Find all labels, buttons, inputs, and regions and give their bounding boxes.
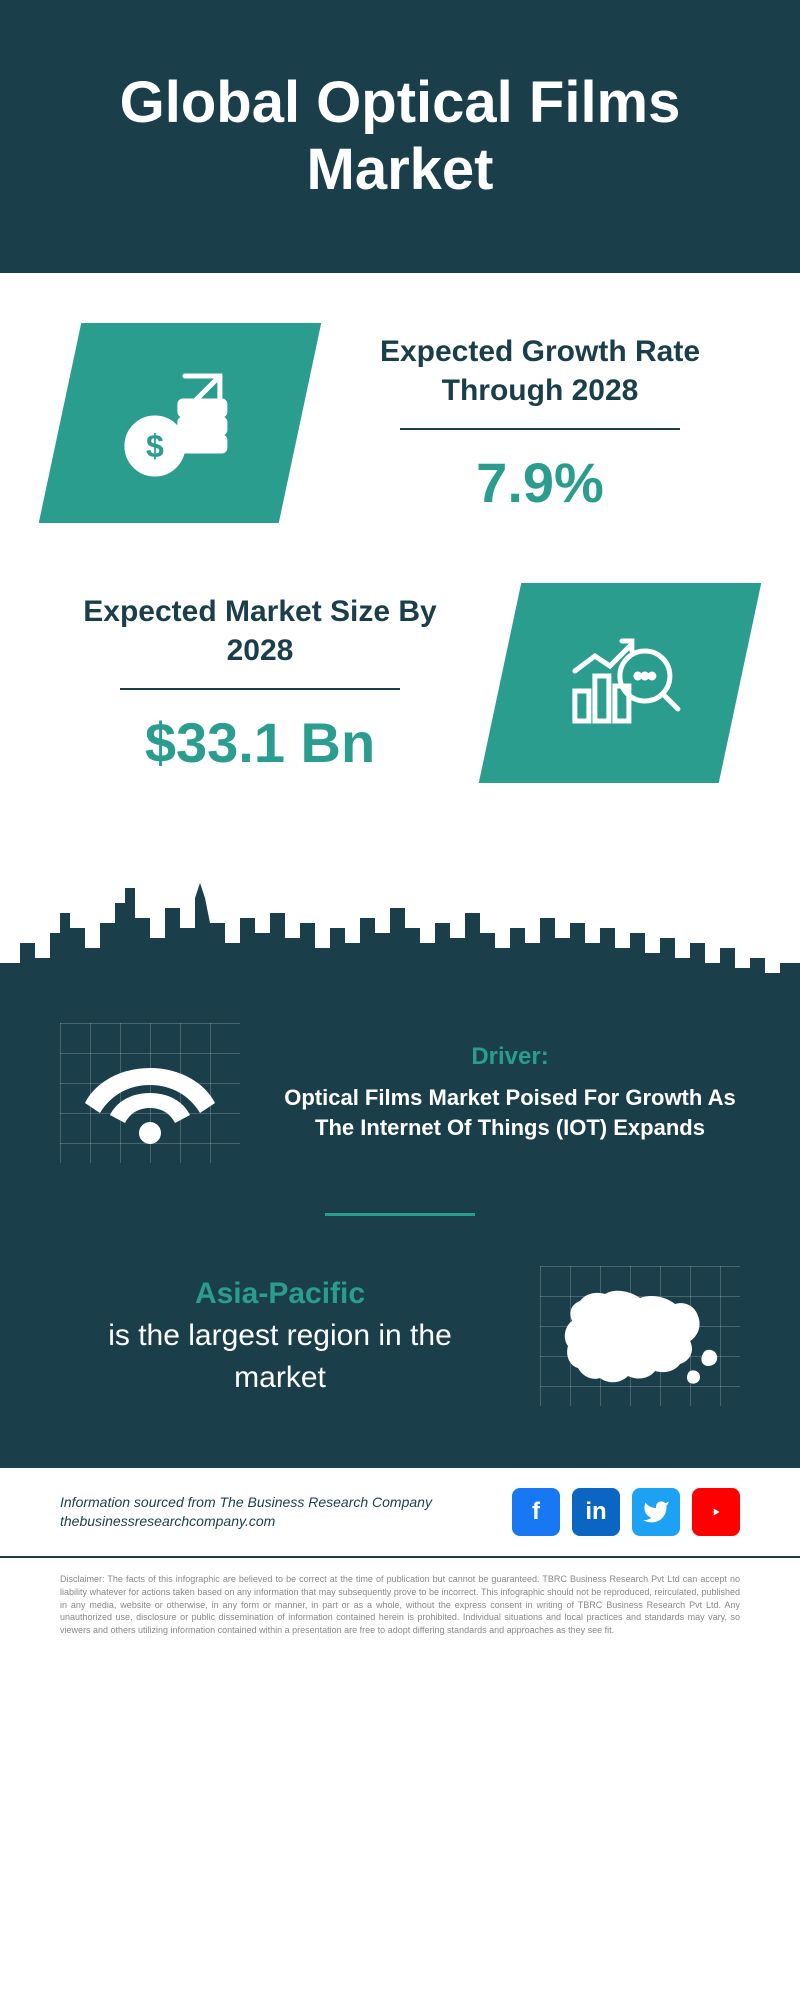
asia-map-icon <box>540 1266 740 1406</box>
market-size-text: Expected Market Size By 2028 $33.1 Bn <box>60 592 460 775</box>
source-line2: thebusinessresearchcompany.com <box>60 1513 275 1529</box>
money-growth-icon: $ <box>110 351 250 496</box>
growth-rate-text: Expected Growth Rate Through 2028 7.9% <box>340 332 740 515</box>
footer-bar: Information sourced from The Business Re… <box>0 1466 800 1558</box>
source-text: Information sourced from The Business Re… <box>60 1493 432 1532</box>
divider <box>120 688 400 690</box>
wifi-icon <box>60 1023 240 1163</box>
driver-label: Driver: <box>280 1043 740 1071</box>
growth-rate-label: Expected Growth Rate Through 2028 <box>340 332 740 410</box>
stats-section: $ Expected Growth Rate Through 2028 7.9% <box>0 273 800 873</box>
linkedin-icon[interactable]: in <box>572 1488 620 1536</box>
market-icon-box <box>479 583 762 783</box>
driver-text-block: Driver: Optical Films Market Poised For … <box>280 1043 740 1145</box>
disclaimer-text: Disclaimer: The facts of this infographi… <box>60 1573 740 1636</box>
market-size-value: $33.1 Bn <box>60 710 460 775</box>
market-size-row: Expected Market Size By 2028 $33.1 Bn <box>60 583 740 783</box>
growth-rate-value: 7.9% <box>340 450 740 515</box>
driver-row: Driver: Optical Films Market Poised For … <box>60 1023 740 1163</box>
wifi-icon-box <box>60 1023 240 1163</box>
region-rest: is the largest region in the market <box>108 1319 452 1394</box>
disclaimer-section: Disclaimer: The facts of this infographi… <box>0 1558 800 1666</box>
region-highlight: Asia-Pacific <box>195 1277 365 1310</box>
map-icon-box <box>540 1266 740 1406</box>
header-banner: Global Optical Films Market <box>0 0 800 273</box>
page-title: Global Optical Films Market <box>40 70 760 203</box>
driver-description: Optical Films Market Poised For Growth A… <box>280 1083 740 1145</box>
market-size-label: Expected Market Size By 2028 <box>60 592 460 670</box>
facebook-icon[interactable]: f <box>512 1488 560 1536</box>
twitter-icon[interactable] <box>632 1488 680 1536</box>
svg-text:$: $ <box>146 428 164 464</box>
divider <box>400 428 680 430</box>
skyline-graphic <box>0 873 800 993</box>
region-text-block: Asia-Pacific is the largest region in th… <box>60 1273 500 1399</box>
youtube-icon[interactable] <box>692 1488 740 1536</box>
teal-divider <box>325 1213 475 1216</box>
dark-section: Driver: Optical Films Market Poised For … <box>0 993 800 1466</box>
growth-rate-row: $ Expected Growth Rate Through 2028 7.9% <box>60 323 740 523</box>
region-row: Asia-Pacific is the largest region in th… <box>60 1266 740 1406</box>
chart-magnify-icon <box>550 611 690 756</box>
growth-icon-box: $ <box>39 323 322 523</box>
source-line1: Information sourced from The Business Re… <box>60 1494 432 1510</box>
social-icons: f in <box>512 1488 740 1536</box>
